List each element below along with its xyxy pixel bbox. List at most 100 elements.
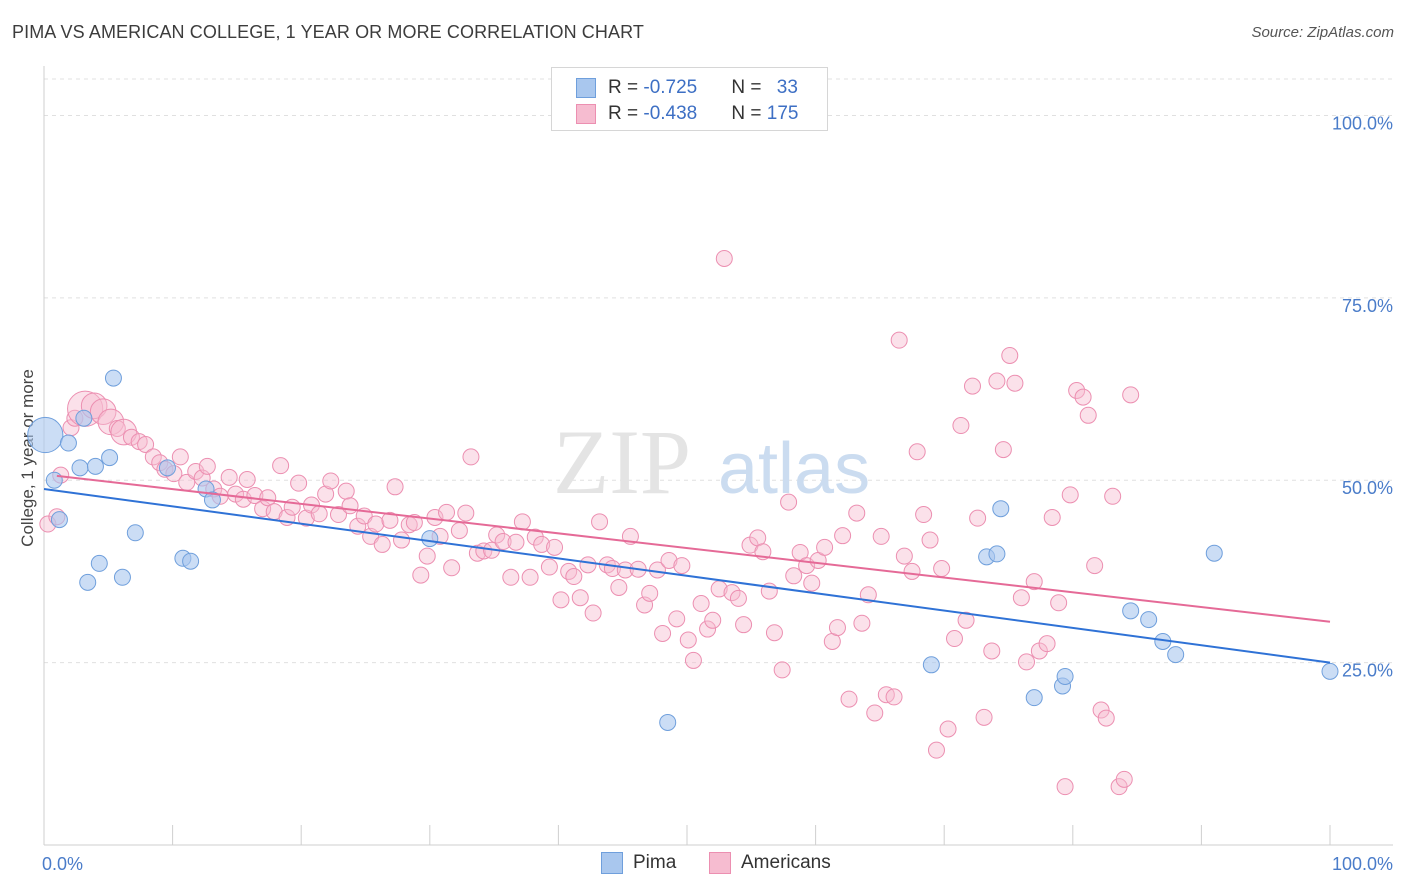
y-tick-labels: 25.0% 50.0% 75.0% 100.0% [1332,113,1393,680]
data-point [502,568,520,586]
data-point [393,531,411,549]
data-point [591,513,609,531]
data-point [341,497,359,515]
trend-lines [43,474,1331,664]
data-point [992,500,1010,518]
americans-trend-line [56,474,1331,623]
data-point [198,457,216,475]
data-point [915,506,933,524]
data-point [610,578,628,596]
data-point [1122,602,1140,620]
data-point [1056,667,1074,685]
data-point [412,566,430,584]
data-point [507,533,525,551]
r-value: -0.725 [643,77,698,98]
y-tick-label: 75.0% [1342,296,1393,316]
data-point [975,708,993,726]
data-point [921,531,939,549]
data-point [668,610,686,628]
data-point [381,511,399,529]
data-point [692,595,710,613]
data-point [560,562,578,580]
pima-points [27,369,1339,731]
grid-lines [44,78,1393,664]
data-point [552,591,570,609]
data-point [438,503,456,521]
data-point [59,434,77,452]
legend-row-americans: R = -0.438 N = 175 [576,102,798,126]
data-point [1092,701,1110,719]
data-point [405,514,423,532]
data-point [457,504,475,522]
data-point [584,604,602,622]
data-point [952,417,970,435]
data-point [1001,346,1019,364]
data-point [780,493,798,511]
data-point [963,377,981,395]
data-point [1038,635,1056,653]
y-tick-label: 100.0% [1332,113,1393,133]
data-point [317,485,335,503]
pima-trend-line [43,488,1331,664]
data-point [983,642,1001,660]
data-point [468,544,486,562]
data-point [50,511,68,529]
data-point [259,489,277,507]
data-point [1006,374,1024,392]
data-point [785,567,803,585]
data-point [540,558,558,576]
americans-swatch [709,852,731,874]
r-value: -0.438 [643,103,698,124]
data-point [272,457,290,475]
data-point [75,409,93,427]
data-point [126,524,144,542]
data-point [872,527,890,545]
data-point [704,611,722,629]
data-point [908,443,926,461]
data-point [526,528,544,546]
data-point [1167,646,1185,664]
data-point [322,472,340,490]
data-point [337,482,355,500]
data-point [450,522,468,540]
data-point [816,538,834,556]
data-point [828,619,846,637]
data-point [933,560,951,578]
data-point [373,535,391,553]
x-tick-label-min: 0.0% [42,854,83,874]
x-tick-label-max: 100.0% [1332,854,1393,874]
data-point [890,331,908,349]
data-point [1043,508,1061,526]
data-point [994,441,1012,459]
r-label: R = [608,103,644,124]
data-point [421,530,439,548]
data-point [101,449,119,467]
data-point [1122,386,1140,404]
data-point [848,504,866,522]
data-point [1068,382,1086,400]
data-point [1074,388,1092,406]
data-point [1115,770,1133,788]
data-point [765,624,783,642]
data-point [660,551,678,569]
data-point [1012,589,1030,607]
chart-title: PIMA VS AMERICAN COLLEGE, 1 YEAR OR MORE… [12,22,644,42]
data-point [79,573,97,591]
data-point [723,584,741,602]
data-point [158,459,176,477]
data-point [27,416,64,454]
y-tick-label: 25.0% [1342,661,1393,681]
data-point [137,435,155,453]
americans-points [39,249,1140,796]
y-tick-label: 50.0% [1342,478,1393,498]
data-point [386,478,404,496]
data-point [969,509,987,527]
data-point [310,505,328,523]
data-point [1025,689,1043,707]
data-point [903,562,921,580]
data-point [715,249,733,267]
data-point [866,704,884,722]
data-point [885,688,903,706]
source-label: Source: ZipAtlas.com [1251,24,1394,41]
